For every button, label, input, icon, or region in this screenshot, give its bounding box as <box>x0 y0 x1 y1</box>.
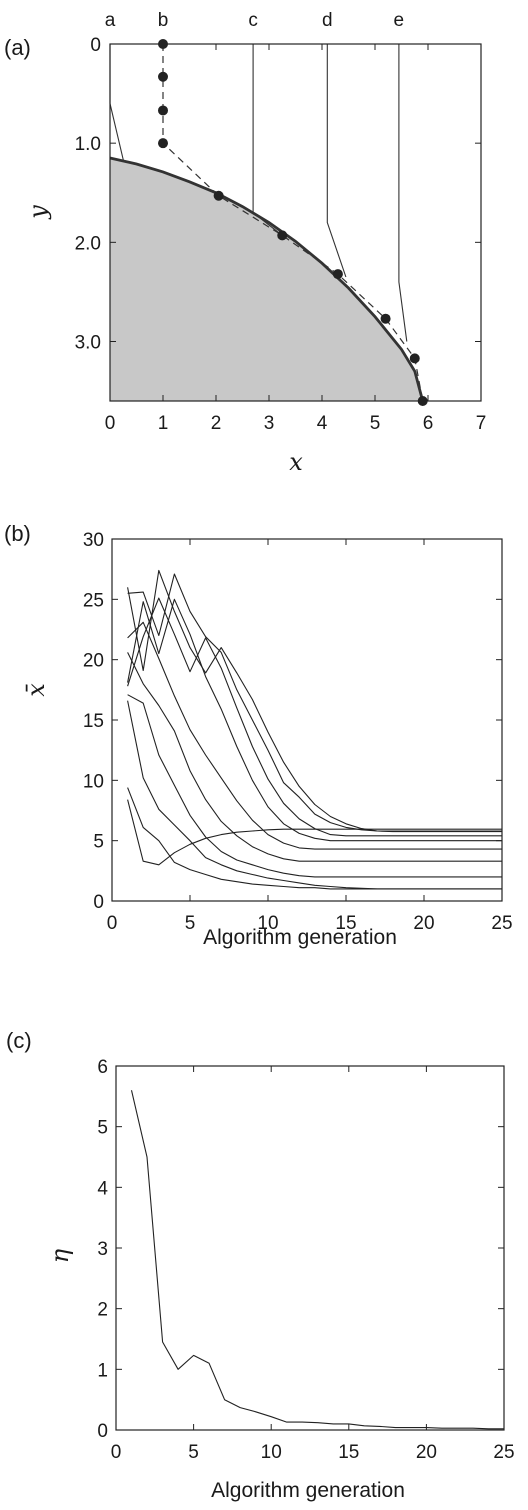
y-tick-label-a: 3.0 <box>75 333 101 354</box>
column-label-c: c <box>248 10 258 31</box>
x-tick-label: 0 <box>107 913 118 934</box>
x-tick-label: 10 <box>257 913 278 934</box>
x-tick-label: 15 <box>335 913 356 934</box>
series-lines-b <box>127 569 502 890</box>
panel-b-label: (b) <box>4 521 31 546</box>
trajectory-b-line <box>162 44 424 402</box>
x-axis-label-a: x <box>289 448 303 476</box>
plot-frame-b <box>111 538 503 902</box>
trajectory-b-markers <box>158 39 428 406</box>
column-label-d: d <box>322 10 333 31</box>
trajectory-marker <box>380 313 391 324</box>
x-tick-label: 25 <box>491 913 512 934</box>
y-tick-label: 10 <box>83 771 104 792</box>
trajectory-marker <box>158 105 168 116</box>
y-tick-label: 15 <box>83 711 104 732</box>
y-tick-label-a: 0 <box>90 35 101 56</box>
series-line-6 <box>127 598 502 842</box>
x-tick-label: 15 <box>338 1442 359 1463</box>
x-tick-label-a: 7 <box>476 413 487 434</box>
column-label-a: a <box>105 10 116 31</box>
x-tick-label-a: 1 <box>158 413 169 434</box>
y-tick-label: 4 <box>97 1178 108 1199</box>
y-tick-label: 2 <box>97 1300 108 1321</box>
x-tick-label-a: 3 <box>264 413 275 434</box>
series-line-7 <box>127 597 502 837</box>
ticks-b: 0 5 10 15 20 25 0 5 10 15 20 25 30 <box>83 530 513 934</box>
x-tick-label-a: 4 <box>317 413 328 434</box>
path-line-2 <box>326 44 347 278</box>
panel-a-label: (a) <box>4 35 31 60</box>
series-line-3 <box>127 694 502 878</box>
y-axis-label-c: η <box>46 1248 74 1263</box>
y-tick-label: 5 <box>97 1118 108 1139</box>
panel-c: (c) 0 5 10 15 20 25 0 1 2 3 4 5 6 Algorithm generati… <box>6 1028 515 1502</box>
y-tick-label: 3 <box>97 1239 108 1260</box>
trajectory-marker <box>409 353 420 364</box>
x-tick-label: 5 <box>188 1442 199 1463</box>
y-tick-label: 6 <box>97 1057 108 1078</box>
x-tick-label: 0 <box>111 1442 122 1463</box>
x-axis-label-b: Algorithm generation <box>203 926 397 949</box>
y-tick-label: 0 <box>97 1421 108 1442</box>
column-label-b: b <box>158 10 169 31</box>
shaded-region <box>110 158 423 401</box>
path-line-1 <box>252 44 283 236</box>
plot-frame-c <box>115 1065 505 1431</box>
series-line-0 <box>127 799 502 866</box>
plot-frame-a <box>109 43 482 402</box>
x-tick-label: 10 <box>261 1442 282 1463</box>
series-lines-c <box>130 1090 504 1430</box>
x-tick-label-a: 2 <box>211 413 222 434</box>
column-label-e: e <box>394 10 405 31</box>
y-tick-label: 25 <box>83 590 104 611</box>
panel-c-label: (c) <box>6 1028 32 1053</box>
series-line-9 <box>127 573 502 832</box>
trajectory-marker <box>158 138 168 149</box>
x-axis-label-c: Algorithm generation <box>211 1479 405 1502</box>
x-tick-label: 20 <box>416 1442 437 1463</box>
x-tick-label: 20 <box>413 913 434 934</box>
y-tick-label: 30 <box>83 530 104 551</box>
series-line-2 <box>127 700 502 890</box>
y-axis-label-a: y <box>24 205 52 220</box>
x-tick-label-a: 6 <box>423 413 434 434</box>
y-tick-label-a: 1.0 <box>75 134 101 155</box>
path-line-3 <box>398 44 408 342</box>
column-labels: a b c d e <box>105 10 404 31</box>
y-tick-label: 20 <box>83 651 104 672</box>
panel-b: (b) 0 5 10 15 20 25 0 5 10 15 20 25 30 Algorithm gen… <box>4 521 513 949</box>
y-tick-label: 5 <box>93 832 104 853</box>
trajectory-marker <box>213 190 224 201</box>
y-tick-label: 1 <box>97 1360 108 1381</box>
trajectory-marker <box>277 230 288 241</box>
x-tick-label-a: 0 <box>105 413 116 434</box>
series-line-0 <box>130 1090 504 1430</box>
y-axis-label-b: x̄ <box>22 683 50 697</box>
trajectory-marker <box>332 269 343 280</box>
ticks-c: 0 5 10 15 20 25 0 1 2 3 4 5 6 <box>97 1057 514 1463</box>
y-tick-label: 0 <box>93 892 104 913</box>
series-line-5 <box>127 621 502 850</box>
x-tick-label-a: 5 <box>370 413 381 434</box>
x-tick-label: 25 <box>493 1442 514 1463</box>
panel-a: (a) 0 1 2 3 4 5 6 7 0 1.0 2.0 3.0 a b c d e x y <box>4 10 486 476</box>
path-line-0 <box>109 44 124 161</box>
x-tick-label: 5 <box>185 913 196 934</box>
series-line-4 <box>127 652 502 862</box>
y-tick-label-a: 2.0 <box>75 233 101 254</box>
ticks-a: 0 1 2 3 4 5 6 7 0 1.0 2.0 3.0 <box>75 35 487 434</box>
series-line-8 <box>127 569 502 833</box>
trajectory-marker <box>158 71 168 82</box>
